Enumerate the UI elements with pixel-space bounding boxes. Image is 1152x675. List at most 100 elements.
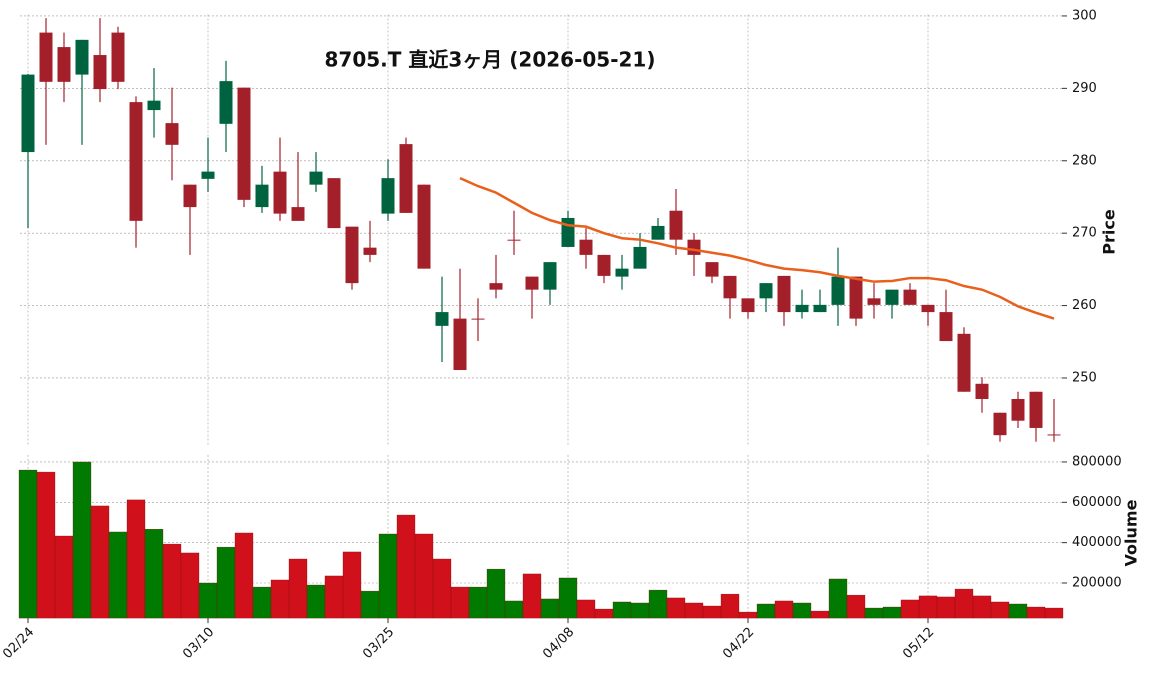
volume-bar xyxy=(144,528,164,619)
volume-bar xyxy=(486,568,506,619)
candle-body xyxy=(1029,391,1043,428)
candle-body xyxy=(777,275,791,313)
candle-body xyxy=(867,298,881,305)
candle-body xyxy=(651,225,665,240)
volume-bar xyxy=(792,602,812,619)
candle-body xyxy=(129,102,143,221)
volume-bar xyxy=(378,533,398,619)
candle-body xyxy=(543,262,557,290)
volume-bar xyxy=(522,573,542,619)
candle-body xyxy=(219,81,233,124)
candle-body xyxy=(903,289,917,305)
volume-bar xyxy=(774,600,794,619)
volume-bar xyxy=(756,603,776,619)
candle-body xyxy=(471,318,485,320)
volume-bar xyxy=(936,596,956,619)
candle-body xyxy=(183,184,197,208)
candle-body xyxy=(525,276,539,290)
volume-bar xyxy=(252,586,272,619)
volume-bar xyxy=(594,608,614,619)
candle-body xyxy=(957,333,971,392)
candle-body xyxy=(579,239,593,255)
y-tick-label: 400000 xyxy=(1072,535,1122,550)
candle-body xyxy=(597,254,611,276)
volume-bar xyxy=(432,558,452,619)
volume-bar xyxy=(468,586,488,619)
candle-body xyxy=(93,55,107,90)
volume-bar xyxy=(828,578,848,619)
volume-bar xyxy=(738,611,758,619)
y-tick-label: 250 xyxy=(1072,370,1097,385)
volume-bar xyxy=(612,601,632,619)
volume-bar xyxy=(54,535,74,619)
candle-body xyxy=(21,74,35,153)
candle-body xyxy=(561,217,575,247)
candle-body xyxy=(705,262,719,277)
volume-bar xyxy=(720,593,740,619)
candle-body xyxy=(849,276,863,319)
y-tick-label: 200000 xyxy=(1072,575,1122,590)
x-tick-label: 03/25 xyxy=(360,625,397,662)
candle-body xyxy=(633,246,647,269)
candle-body xyxy=(885,289,899,305)
volume-bar xyxy=(810,610,830,619)
candle-body xyxy=(507,239,521,241)
candle-body xyxy=(489,283,503,290)
volume-bar xyxy=(918,595,938,619)
volume-bar xyxy=(972,595,992,619)
candle-body xyxy=(993,412,1007,436)
volume-bar xyxy=(342,551,362,619)
volume-bar xyxy=(162,543,182,619)
volume-bar xyxy=(36,471,56,619)
candle-body xyxy=(255,184,269,208)
candle-body xyxy=(1047,434,1061,436)
y-tick-label: 280 xyxy=(1072,153,1097,168)
volume-bar xyxy=(1044,607,1064,619)
candle-body xyxy=(327,178,341,229)
candle-body xyxy=(57,47,71,82)
volume-bar xyxy=(414,533,434,619)
volume-bar xyxy=(270,579,290,619)
volume-bar xyxy=(108,531,128,619)
candle-body xyxy=(345,226,359,284)
candle-body xyxy=(165,123,179,145)
candle-body xyxy=(147,100,161,111)
volume-bar xyxy=(126,499,146,619)
volume-bar xyxy=(1026,606,1046,619)
candle-body xyxy=(795,304,809,313)
volume-bar xyxy=(324,575,344,619)
candle-body xyxy=(399,144,413,213)
candle-body xyxy=(363,247,377,255)
volume-bar xyxy=(18,469,38,619)
volume-bar xyxy=(702,605,722,619)
candle-body xyxy=(921,304,935,313)
y-tick-label: 800000 xyxy=(1072,454,1122,469)
candle-body xyxy=(831,276,845,305)
candle-body xyxy=(75,39,89,75)
moving-average-line xyxy=(459,176,1055,320)
volume-bar xyxy=(198,582,218,619)
volume-bar xyxy=(72,461,92,619)
candle-body xyxy=(435,312,449,326)
candle-body xyxy=(759,283,773,299)
y-axis-label: Price xyxy=(1100,209,1119,255)
volume-bar xyxy=(360,590,380,619)
candle-body xyxy=(669,210,683,240)
volume-bar xyxy=(504,600,524,619)
volume-bar xyxy=(558,577,578,619)
volume-bar xyxy=(1008,603,1028,619)
candle-body xyxy=(291,207,305,221)
candle-body xyxy=(615,268,629,277)
y-axis-label: Volume xyxy=(1122,499,1141,566)
volume-bar xyxy=(306,584,326,619)
volume-bar xyxy=(90,505,110,619)
volume-bar xyxy=(882,606,902,619)
y-tick-label: 290 xyxy=(1072,81,1097,96)
volume-bar xyxy=(846,594,866,619)
chart-title: 8705.T 直近3ヶ月 (2026-05-21) xyxy=(325,48,656,72)
candle-body xyxy=(687,239,701,255)
volume-bar xyxy=(216,546,236,619)
volume-bar xyxy=(396,514,416,619)
volume-bar xyxy=(684,602,704,619)
candle-body xyxy=(417,184,431,269)
